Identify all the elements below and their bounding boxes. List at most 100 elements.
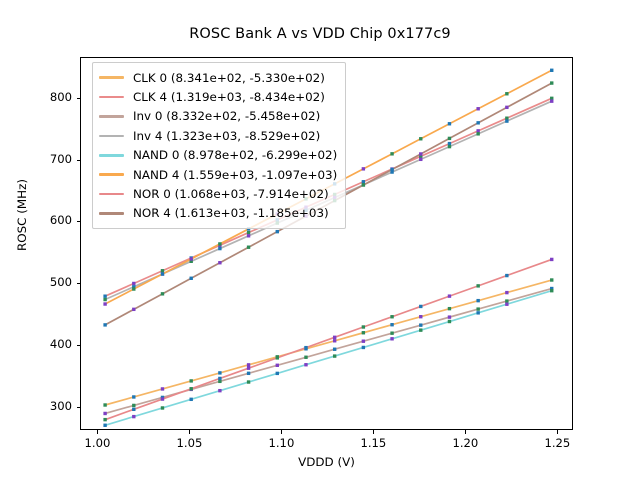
legend-color-swatch [99, 212, 124, 215]
legend-color-swatch [99, 115, 124, 118]
data-point [505, 92, 509, 96]
data-point [476, 284, 480, 288]
data-point [550, 286, 554, 291]
data-point [246, 363, 251, 367]
data-point [103, 323, 107, 327]
data-point [476, 107, 480, 111]
data-point [550, 68, 554, 72]
data-point [447, 315, 452, 319]
data-point [419, 152, 423, 156]
data-point [447, 141, 452, 146]
data-point [304, 355, 308, 359]
data-point [160, 272, 165, 276]
data-point [189, 257, 193, 261]
data-point [390, 152, 394, 156]
x-tick-label: 1.15 [360, 436, 387, 450]
data-point [447, 144, 452, 149]
legend-color-swatch [99, 76, 124, 79]
legend-item-nor-4[interactable]: NOR 4 (1.613e+03, -1.185e+03) [99, 204, 337, 223]
data-point [132, 281, 136, 286]
legend-color-swatch [99, 134, 124, 138]
legend-item-inv-0[interactable]: Inv 0 (8.332e+02, -5.458e+02) [99, 107, 337, 126]
data-point [189, 397, 193, 402]
data-point [476, 129, 480, 133]
data-point [476, 298, 480, 303]
data-point [419, 328, 423, 332]
y-tick-mark [76, 97, 80, 99]
data-point [361, 345, 366, 350]
data-point [160, 406, 165, 410]
x-tick-label: 1.00 [84, 436, 111, 450]
data-point [447, 306, 452, 311]
data-point [103, 297, 107, 302]
data-point [550, 99, 554, 103]
data-point [447, 294, 452, 298]
data-point [390, 337, 394, 341]
legend-item-clk-0[interactable]: CLK 0 (8.341e+02, -5.330e+02) [99, 68, 337, 87]
x-tick-label: 1.10 [268, 436, 295, 450]
legend-label: CLK 4 (1.319e+03, -8.434e+02) [133, 90, 325, 105]
data-point [332, 335, 337, 340]
data-point [447, 122, 452, 126]
data-point [304, 345, 308, 350]
data-point [189, 259, 193, 263]
legend-item-clk-4[interactable]: CLK 4 (1.319e+03, -8.434e+02) [99, 87, 337, 106]
legend-label: NAND 0 (8.978e+02, -6.299e+02) [133, 148, 338, 163]
data-point [550, 96, 554, 101]
data-point [550, 81, 554, 85]
x-tick-mark [281, 430, 283, 434]
y-tick-mark [76, 344, 80, 346]
data-point [419, 154, 423, 159]
legend-label: NOR 0 (1.068e+03, -7.914e+02) [133, 187, 329, 202]
data-point [246, 234, 251, 238]
data-point [361, 325, 366, 329]
data-point [476, 121, 480, 125]
data-point [246, 366, 251, 370]
x-tick-label: 1.05 [176, 436, 203, 450]
data-point [132, 395, 136, 399]
legend-item-nor-0[interactable]: NOR 0 (1.068e+03, -7.914e+02) [99, 184, 337, 203]
y-tick-label: 700 [49, 151, 72, 166]
legend-label: Inv 0 (8.332e+02, -5.458e+02) [133, 109, 321, 124]
data-point [505, 299, 509, 303]
legend-label: Inv 4 (1.323e+03, -8.529e+02) [133, 128, 321, 143]
data-point [160, 387, 165, 391]
data-point [132, 285, 136, 289]
data-point [160, 269, 165, 273]
data-point [550, 278, 554, 282]
data-point [390, 167, 394, 172]
data-point [476, 307, 480, 311]
data-point [132, 414, 136, 419]
x-tick-label: 1.20 [452, 436, 479, 450]
data-point [505, 290, 509, 295]
data-point [476, 311, 480, 315]
data-point [103, 423, 107, 427]
legend-item-nand-0[interactable]: NAND 0 (8.978e+02, -6.299e+02) [99, 146, 337, 165]
y-axis-label: ROSC (MHz) [15, 179, 29, 251]
data-point [246, 380, 251, 384]
y-tick-mark [76, 406, 80, 408]
y-tick-label: 600 [49, 213, 72, 228]
legend-color-swatch [99, 173, 124, 176]
y-tick-label: 800 [49, 89, 72, 104]
legend-label: NAND 4 (1.559e+03, -1.097e+03) [133, 167, 338, 182]
series-clk-0 [103, 278, 554, 407]
data-point [390, 315, 394, 319]
legend-item-inv-4[interactable]: Inv 4 (1.323e+03, -8.529e+02) [99, 126, 337, 145]
x-tick-mark [189, 430, 191, 434]
data-point [246, 371, 251, 376]
x-tick-mark [557, 430, 559, 434]
data-point [132, 287, 136, 291]
data-point [275, 229, 279, 234]
data-point [218, 246, 222, 251]
data-point [332, 339, 337, 343]
series-nor-0 [103, 257, 554, 422]
data-point [505, 302, 509, 306]
data-point [447, 136, 452, 141]
data-point [218, 371, 222, 375]
legend-item-nand-4[interactable]: NAND 4 (1.559e+03, -1.097e+03) [99, 165, 337, 184]
legend[interactable]: CLK 0 (8.341e+02, -5.330e+02) CLK 4 (1.31… [92, 62, 347, 230]
data-point [218, 388, 222, 393]
data-point [132, 307, 136, 312]
